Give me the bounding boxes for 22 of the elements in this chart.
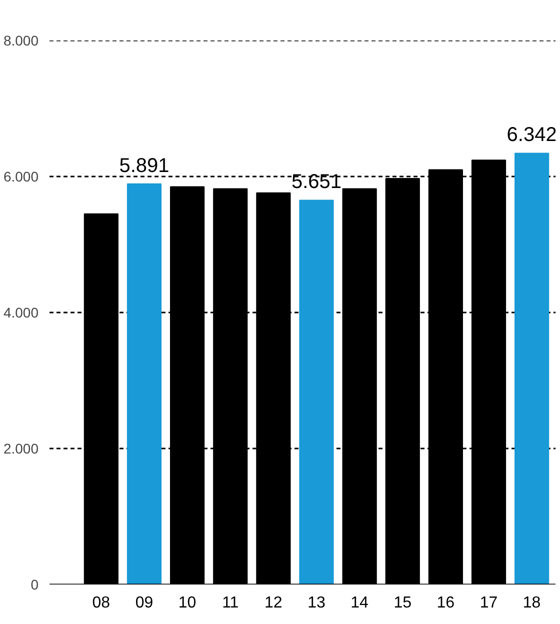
y-tick-label: 6.000 <box>3 168 39 184</box>
bar <box>299 200 334 584</box>
x-tick-label: 11 <box>222 594 239 612</box>
x-tick-label: 18 <box>522 594 541 612</box>
x-tick-label: 09 <box>135 594 154 612</box>
x-tick-label: 15 <box>394 594 412 612</box>
data-label: 5.891 <box>119 154 170 177</box>
y-tick-label: 4.000 <box>3 304 39 320</box>
y-tick-label: 8.000 <box>3 32 39 48</box>
x-tick-label: 16 <box>436 594 455 612</box>
x-tick-label: 08 <box>92 594 110 612</box>
y-tick-label: 0 <box>30 576 39 592</box>
x-tick-label: 12 <box>264 594 282 612</box>
data-label: 6.342 <box>506 124 557 146</box>
bar <box>514 152 550 584</box>
x-tick-label: 13 <box>308 594 326 612</box>
x-tick-label: 10 <box>178 594 196 612</box>
x-tick-label: 14 <box>350 594 369 612</box>
bar <box>126 183 162 584</box>
y-tick-label: 2.000 <box>3 440 39 456</box>
x-tick-label: 17 <box>480 594 498 612</box>
data-label: 5.651 <box>291 171 342 194</box>
